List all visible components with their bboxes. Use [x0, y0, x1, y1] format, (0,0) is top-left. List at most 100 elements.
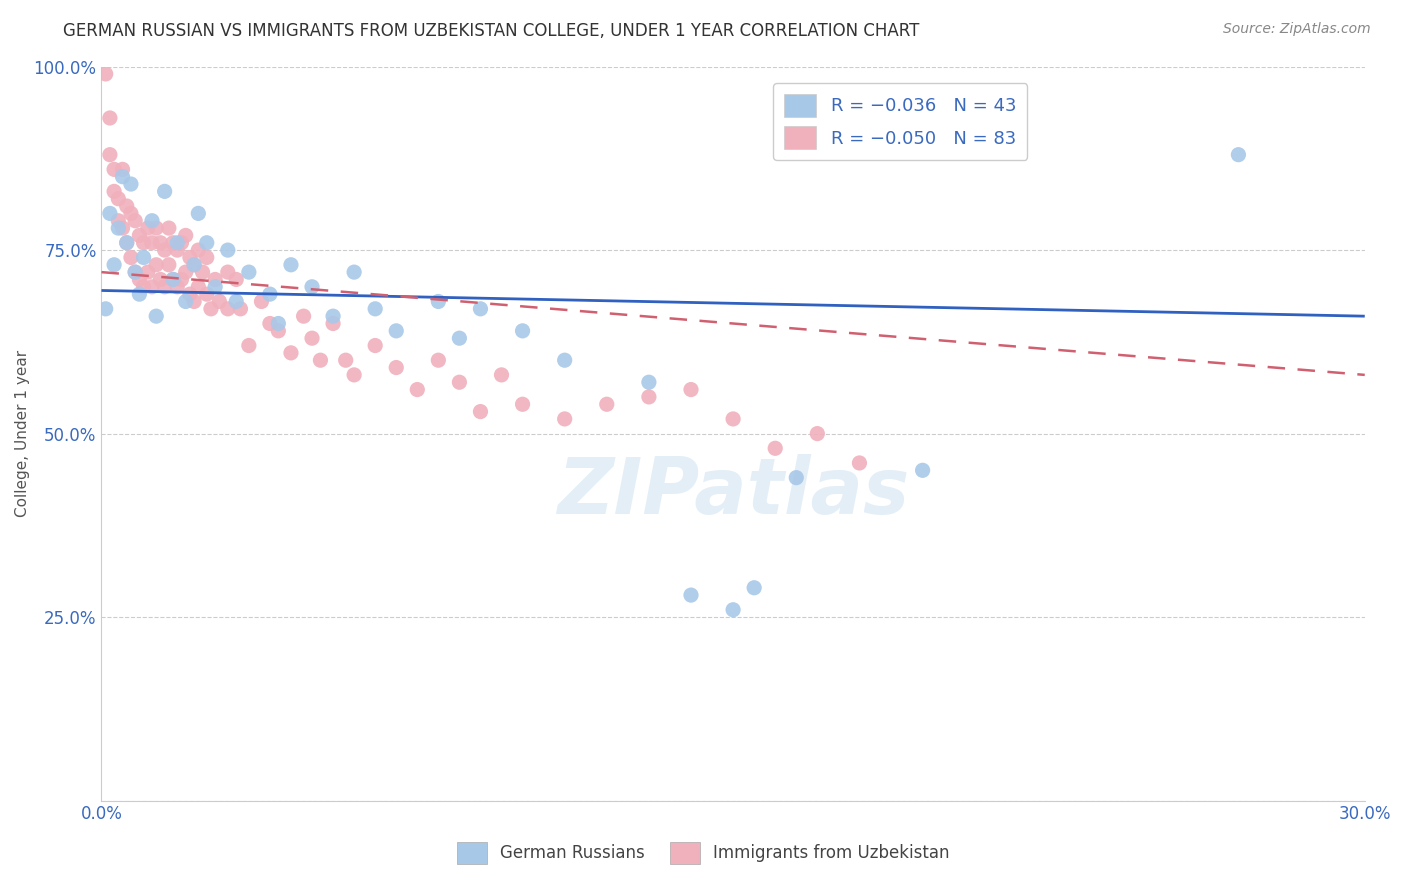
Point [111, 169, 134, 184]
Point [204, 272, 226, 286]
Point [103, 185, 125, 199]
Text: GERMAN RUSSIAN VS IMMIGRANTS FROM UZBEKISTAN COLLEGE, UNDER 1 YEAR CORRELATION C: GERMAN RUSSIAN VS IMMIGRANTS FROM UZBEKI… [63, 22, 920, 40]
Point [136, 265, 159, 279]
Point [170, 235, 193, 250]
Point [141, 213, 163, 227]
Point [132, 280, 155, 294]
Point [301, 331, 323, 345]
Point [638, 376, 661, 390]
Point [208, 294, 231, 309]
Point [115, 199, 138, 213]
Point [280, 346, 302, 360]
Point [120, 177, 142, 191]
Point [98, 206, 121, 220]
Point [111, 162, 134, 177]
Point [309, 353, 332, 368]
Point [183, 258, 205, 272]
Point [141, 235, 163, 250]
Point [157, 221, 180, 235]
Point [132, 251, 155, 265]
Point [250, 294, 273, 309]
Point [183, 258, 205, 272]
Point [166, 280, 188, 294]
Point [679, 383, 702, 397]
Point [238, 338, 260, 352]
Point [187, 280, 209, 294]
Point [449, 331, 471, 345]
Point [94, 301, 117, 316]
Text: Source: ZipAtlas.com: Source: ZipAtlas.com [1223, 22, 1371, 37]
Point [166, 243, 188, 257]
Point [785, 470, 807, 484]
Legend: R = −0.036   N = 43, R = −0.050   N = 83: R = −0.036 N = 43, R = −0.050 N = 83 [773, 83, 1028, 160]
Point [120, 251, 142, 265]
Point [157, 258, 180, 272]
Point [179, 287, 201, 301]
Point [763, 442, 786, 456]
Point [174, 265, 197, 279]
Point [166, 235, 188, 250]
Point [195, 235, 218, 250]
Point [174, 228, 197, 243]
Point [225, 294, 247, 309]
Point [162, 272, 184, 286]
Point [512, 397, 534, 411]
Point [259, 317, 281, 331]
Point [145, 221, 167, 235]
Point [170, 272, 193, 286]
Point [322, 309, 344, 323]
Point [427, 353, 450, 368]
Point [427, 294, 450, 309]
Point [124, 265, 146, 279]
Point [259, 287, 281, 301]
Point [1227, 147, 1250, 161]
Point [721, 412, 744, 426]
Point [187, 206, 209, 220]
Point [335, 353, 357, 368]
Point [149, 272, 172, 286]
Point [385, 360, 408, 375]
Point [364, 301, 387, 316]
Point [204, 280, 226, 294]
Point [103, 162, 125, 177]
Point [848, 456, 870, 470]
Point [145, 258, 167, 272]
Point [217, 301, 239, 316]
Point [225, 272, 247, 286]
Point [120, 206, 142, 220]
Point [124, 213, 146, 227]
Point [491, 368, 513, 382]
Point [343, 368, 366, 382]
Point [229, 301, 252, 316]
Point [280, 258, 302, 272]
Legend: German Russians, Immigrants from Uzbekistan: German Russians, Immigrants from Uzbekis… [450, 836, 956, 871]
Point [292, 309, 315, 323]
Point [554, 353, 576, 368]
Point [364, 338, 387, 352]
Point [385, 324, 408, 338]
Point [162, 235, 184, 250]
Point [153, 243, 176, 257]
Point [679, 588, 702, 602]
Point [162, 272, 184, 286]
Point [238, 265, 260, 279]
Point [128, 287, 150, 301]
Point [911, 463, 934, 477]
Point [187, 243, 209, 257]
Point [721, 603, 744, 617]
Point [149, 235, 172, 250]
Point [98, 147, 121, 161]
Point [195, 287, 218, 301]
Point [98, 111, 121, 125]
Y-axis label: College, Under 1 year: College, Under 1 year [15, 350, 30, 517]
Point [343, 265, 366, 279]
Point [107, 213, 129, 227]
Point [217, 243, 239, 257]
Point [107, 221, 129, 235]
Point [141, 280, 163, 294]
Point [174, 294, 197, 309]
Point [806, 426, 828, 441]
Point [406, 383, 429, 397]
Point [267, 324, 290, 338]
Point [153, 185, 176, 199]
